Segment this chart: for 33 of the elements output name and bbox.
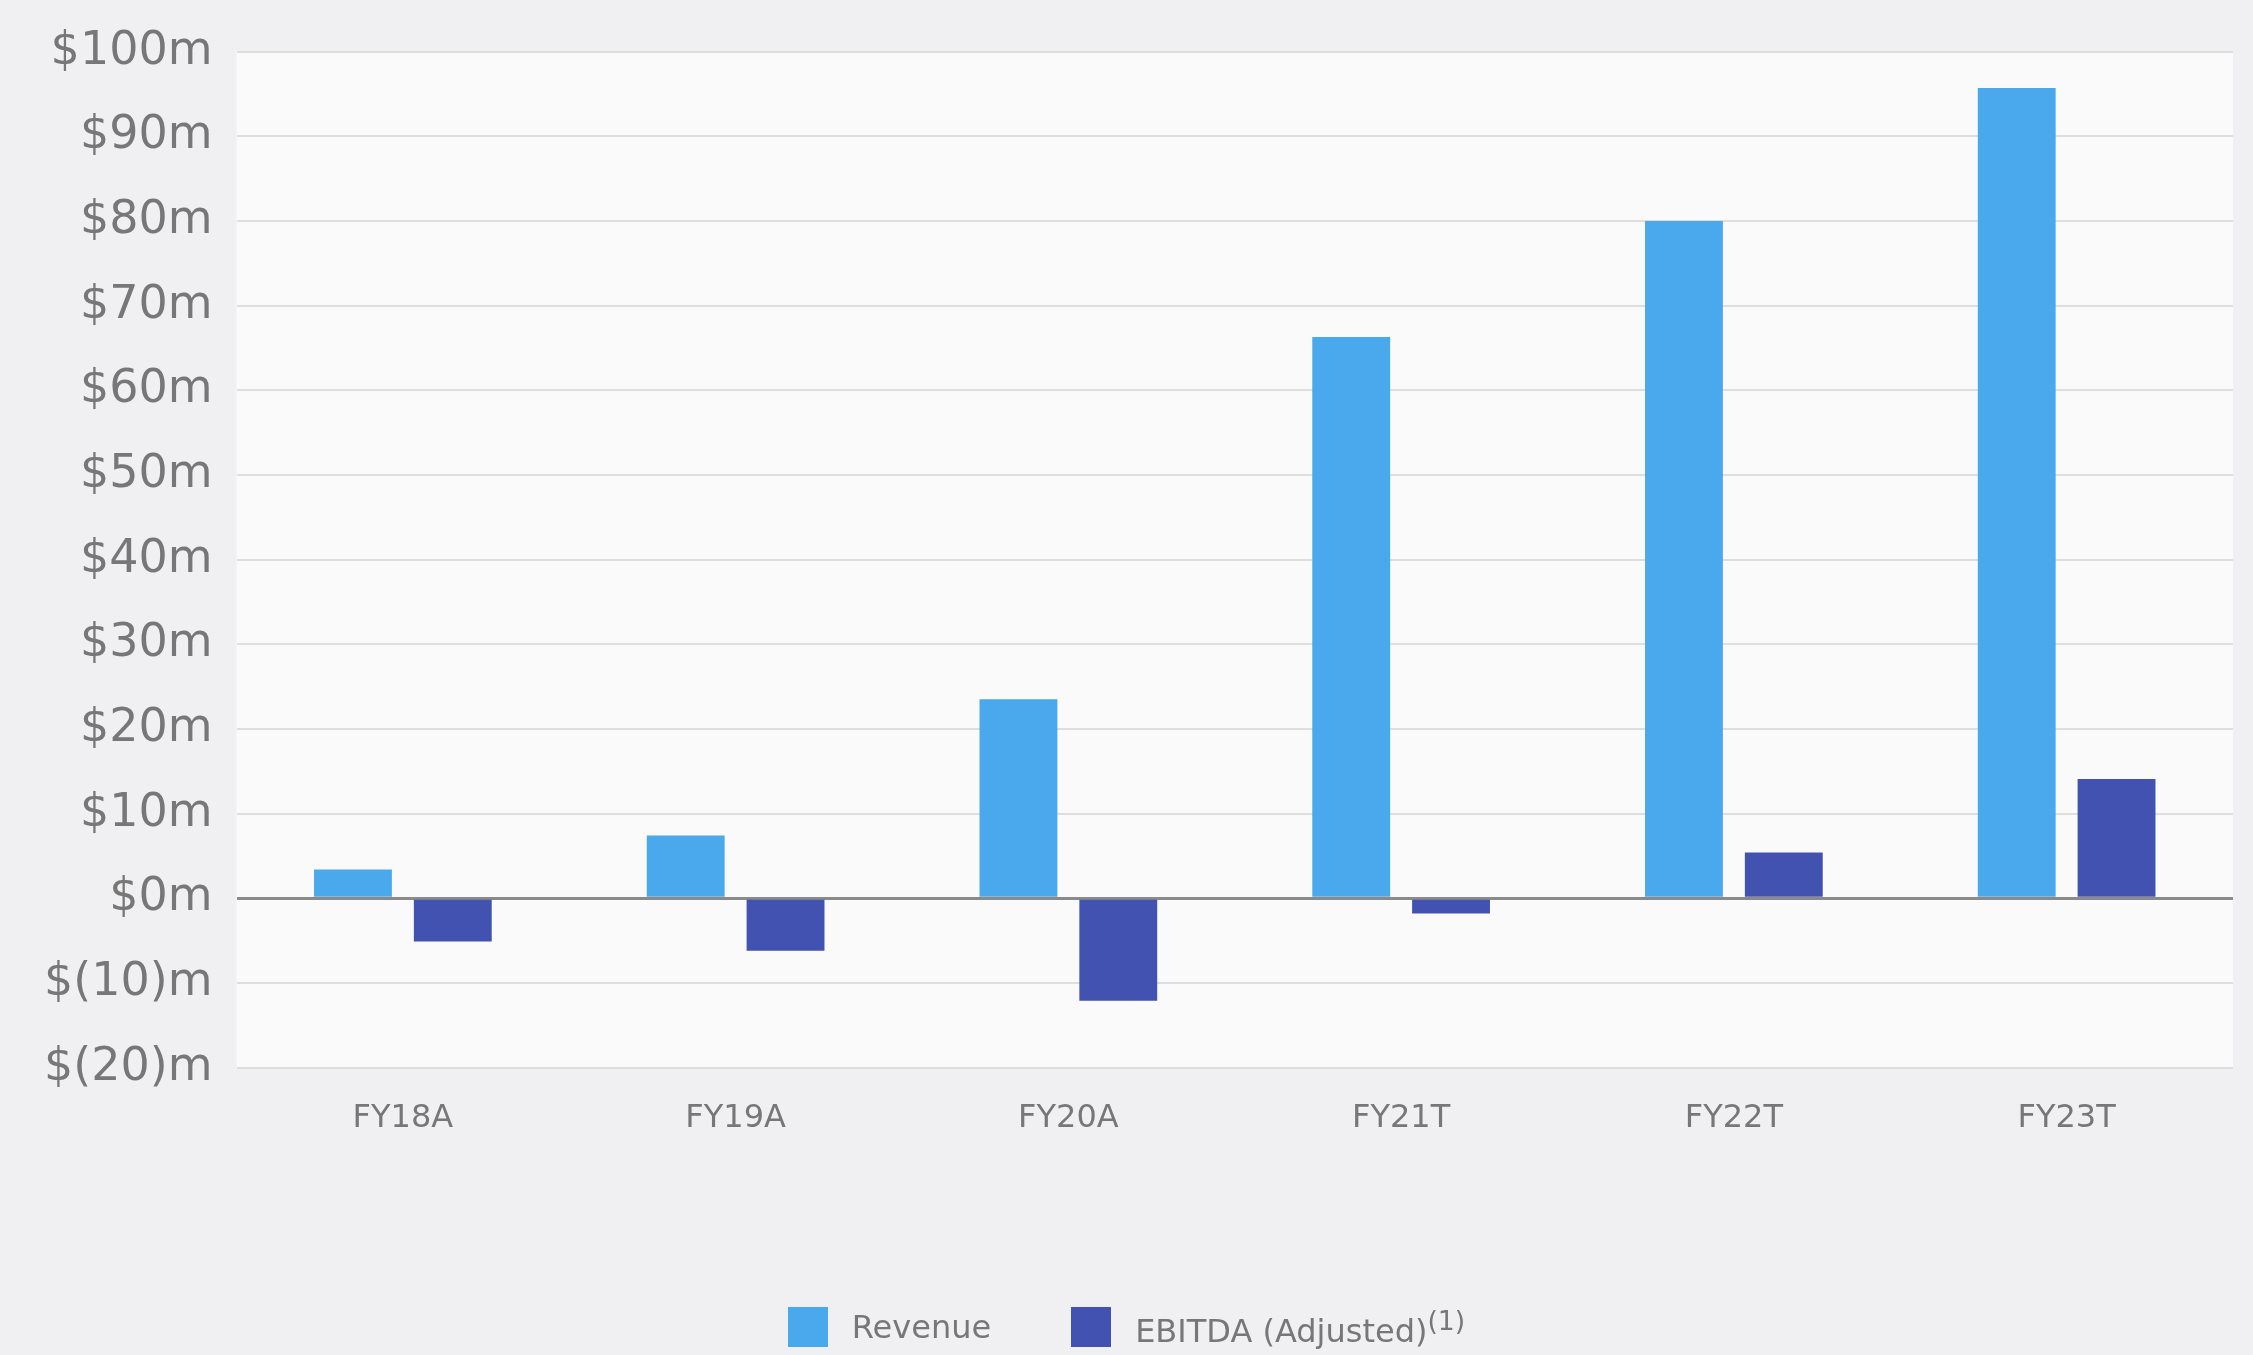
bar bbox=[1977, 88, 2056, 897]
y-tick-label: $100m bbox=[50, 20, 213, 75]
y-tick-label: $(20)m bbox=[43, 1036, 213, 1091]
x-tick-label: FY19A bbox=[685, 1097, 787, 1136]
y-tick-label: $0m bbox=[109, 867, 213, 922]
bar bbox=[1645, 220, 1723, 897]
bar bbox=[2077, 778, 2156, 897]
bar bbox=[314, 869, 392, 897]
x-tick-label: FY21T bbox=[1352, 1097, 1451, 1136]
bar bbox=[413, 899, 492, 942]
y-tick-label: $80m bbox=[79, 189, 213, 244]
bar bbox=[646, 835, 725, 897]
x-tick-label: FY20A bbox=[1018, 1097, 1119, 1136]
bar bbox=[1079, 899, 1158, 1001]
bar bbox=[979, 699, 1058, 897]
y-tick-label: $10m bbox=[79, 782, 213, 837]
bar bbox=[1744, 852, 1823, 897]
y-tick-label: $50m bbox=[79, 443, 213, 498]
x-tick-label: FY22T bbox=[1684, 1097, 1784, 1136]
x-tick-label: FY23T bbox=[2017, 1097, 2117, 1136]
y-tick-label: $90m bbox=[79, 105, 213, 160]
bar bbox=[1412, 899, 1490, 914]
x-tick-label: FY18A bbox=[352, 1097, 454, 1136]
bar bbox=[1312, 336, 1391, 897]
legend-label: EBITDA (Adjusted)$^{(1)}$ bbox=[1135, 1305, 1466, 1350]
y-tick-label: $40m bbox=[79, 528, 213, 583]
y-tick-label: $20m bbox=[79, 697, 213, 752]
legend-label: Revenue bbox=[851, 1308, 992, 1347]
y-tick-label: $(10)m bbox=[43, 951, 213, 1006]
y-tick-label: $30m bbox=[79, 613, 213, 668]
y-tick-label: $60m bbox=[79, 359, 213, 414]
bar bbox=[746, 899, 825, 951]
y-tick-label: $70m bbox=[79, 274, 213, 329]
